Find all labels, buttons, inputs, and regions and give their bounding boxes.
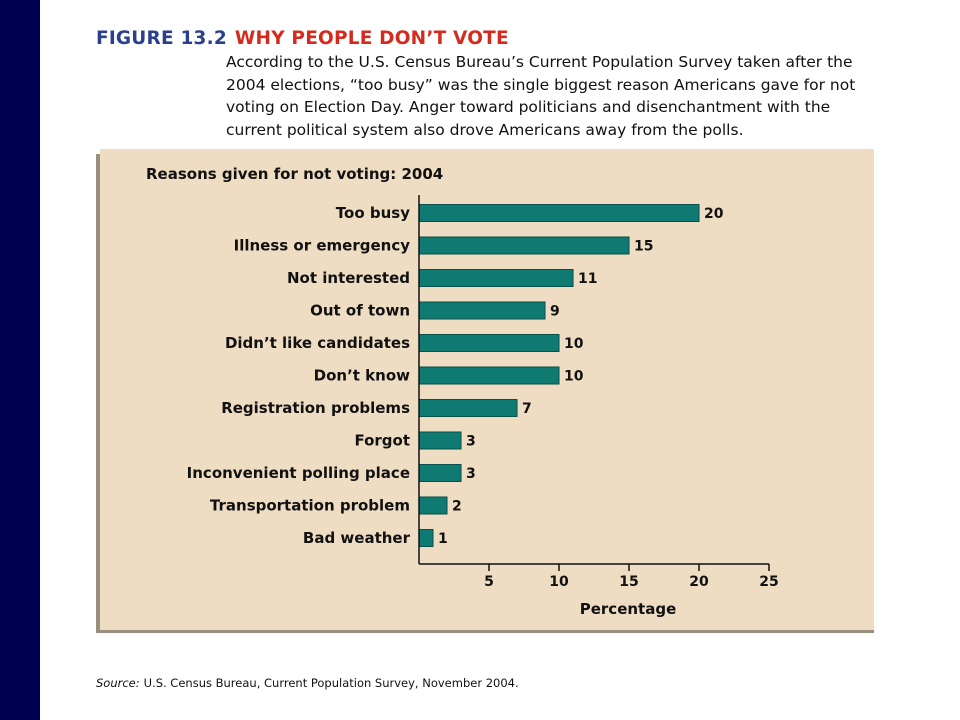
figure-title: WHY PEOPLE DON’T VOTE [234, 28, 509, 49]
x-axis-title: Percentage [580, 600, 677, 618]
category-label: Bad weather [303, 529, 411, 547]
source-label: Source: [96, 676, 140, 690]
bar [418, 529, 434, 547]
bar [418, 496, 448, 515]
category-label: Not interested [287, 269, 410, 287]
data-label: 10 [564, 369, 584, 385]
category-label: Forgot [354, 432, 410, 450]
data-label: 3 [466, 466, 476, 482]
figure-header: FIGURE 13.2 WHY PEOPLE DON’T VOTE [96, 28, 509, 49]
bar-chart: Reasons given for not voting: 2004 Too b… [146, 165, 779, 618]
source-note: Source: U.S. Census Bureau, Current Popul… [96, 676, 519, 690]
category-label: Don’t know [314, 367, 410, 385]
bar [418, 464, 462, 482]
bar [418, 334, 560, 352]
bar [418, 301, 546, 320]
x-tick-label: 5 [484, 574, 494, 590]
bars-layer: Too busy 20 Illness or emergency 15 Not inte… [187, 204, 724, 547]
x-axis: 5 10 15 20 25 [418, 195, 779, 590]
bar [418, 431, 462, 450]
data-label: 10 [564, 336, 584, 352]
data-label: 1 [438, 531, 448, 547]
data-label: 2 [452, 499, 462, 515]
figure-number: FIGURE 13.2 [96, 28, 227, 49]
category-label: Didn’t like candidates [225, 334, 410, 352]
category-label: Registration problems [221, 399, 410, 417]
category-label: Transportation problem [210, 497, 410, 515]
data-label: 3 [466, 434, 476, 450]
source-text: U.S. Census Bureau, Current Population S… [143, 676, 519, 690]
category-label: Inconvenient polling place [187, 464, 410, 482]
x-tick-label: 25 [759, 574, 778, 590]
category-label: Illness or emergency [234, 237, 411, 255]
x-tick-label: 15 [619, 574, 638, 590]
data-label: 7 [522, 401, 532, 417]
x-tick-label: 10 [549, 574, 569, 590]
category-label: Out of town [310, 302, 410, 320]
side-band [0, 0, 40, 720]
bar [418, 269, 574, 287]
bar [418, 366, 560, 385]
category-label: Too busy [336, 204, 410, 222]
data-label: 9 [550, 304, 560, 320]
data-label: 20 [704, 206, 724, 222]
chart-title: Reasons given for not voting: 2004 [146, 165, 443, 183]
bar [418, 204, 700, 222]
data-label: 11 [578, 271, 597, 287]
bar [418, 399, 518, 417]
bar [418, 236, 630, 255]
x-tick-label: 20 [689, 574, 709, 590]
chart-panel: Reasons given for not voting: 2004 Too b… [100, 149, 874, 630]
figure-caption: According to the U.S. Census Bureau’s Cu… [226, 53, 856, 139]
data-label: 15 [634, 239, 653, 255]
